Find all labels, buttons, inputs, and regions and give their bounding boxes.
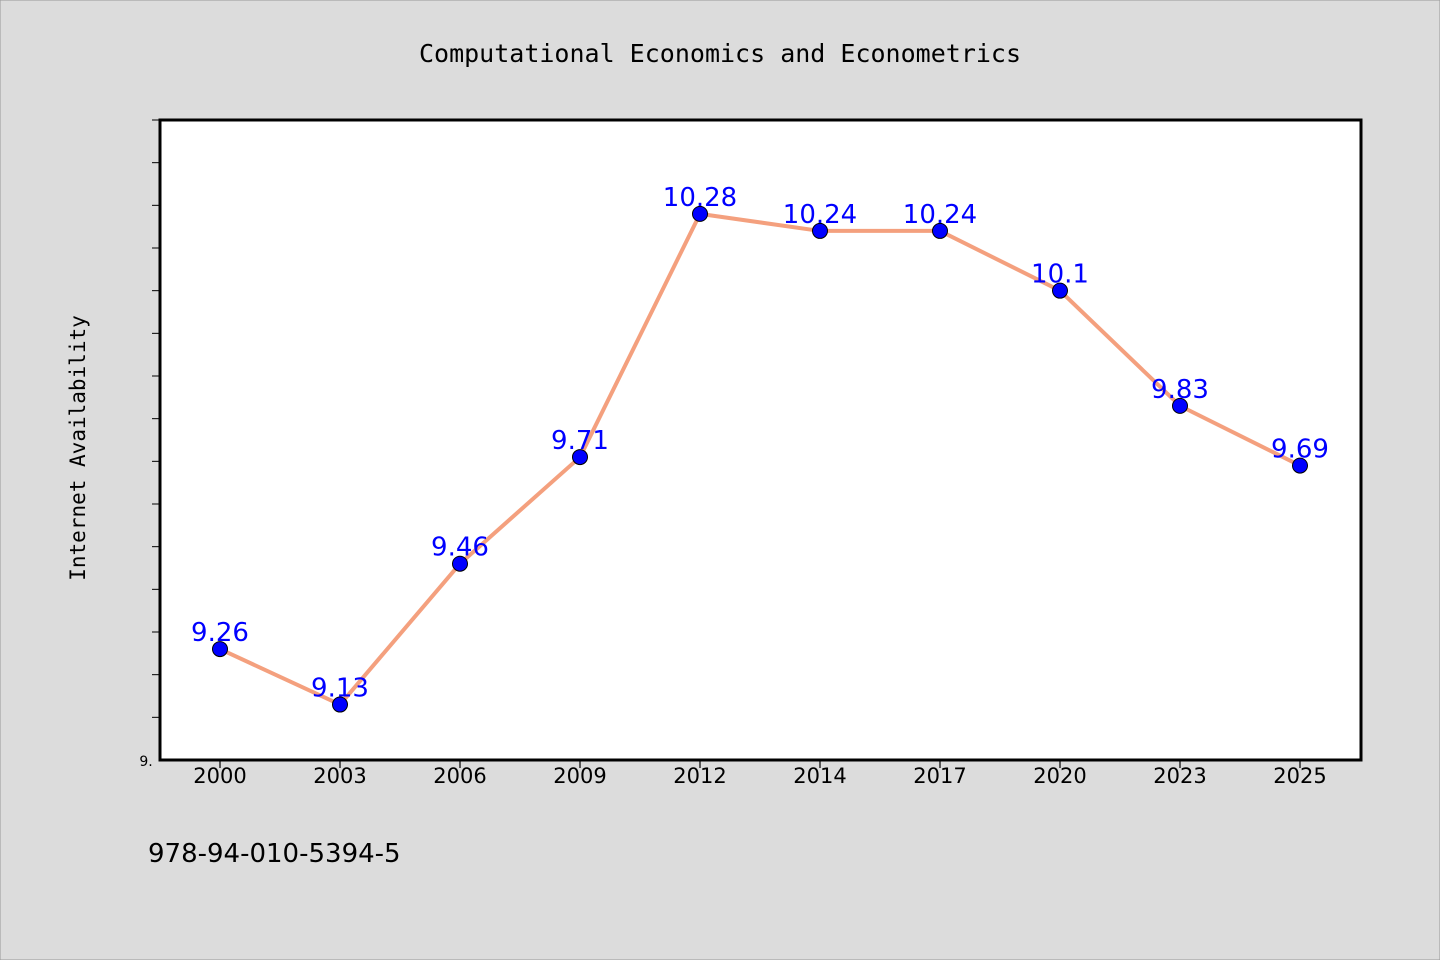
- plot-area: [160, 120, 1361, 760]
- data-point: [452, 555, 468, 572]
- data-point: [212, 641, 228, 658]
- data-point: [1292, 457, 1308, 474]
- y-tick-label: 9.: [139, 754, 152, 770]
- data-labels: 9.26 9.13 9.46 9.71 10.28 10.24 10.24 10.1 9.83 9…: [191, 183, 1329, 704]
- y-axis-label: Internet Availability: [66, 315, 90, 581]
- data-point: [1052, 282, 1068, 299]
- x-tick-label: 2020: [1033, 764, 1086, 788]
- x-tick-label: 2023: [1153, 764, 1206, 788]
- data-label: 9.71: [551, 426, 609, 456]
- x-tick-label: 2017: [913, 764, 966, 788]
- x-tick-label: 2003: [313, 764, 366, 788]
- data-label: 9.69: [1271, 435, 1329, 465]
- chart-title: Computational Economics and Econometrics: [419, 39, 1021, 68]
- data-label: 9.46: [431, 533, 489, 563]
- x-tick-label: 2009: [553, 764, 606, 788]
- data-point: [692, 205, 708, 222]
- x-axis-ticks: 2000 2003 2006 2009 2012 2014 2017 2020 2023 2025: [193, 760, 1327, 788]
- data-point: [932, 222, 948, 239]
- plot-frame: [158, 118, 1363, 762]
- data-points: [212, 205, 1308, 713]
- data-label: 9.13: [311, 674, 369, 704]
- series-line-group: [218, 211, 1302, 707]
- isbn-text: 978-94-010-5394-5: [148, 839, 401, 869]
- x-tick-label: 2012: [673, 764, 726, 788]
- data-label: 10.1: [1031, 260, 1089, 290]
- data-point: [572, 449, 588, 466]
- x-tick-label: 2025: [1273, 764, 1326, 788]
- data-label: 9.83: [1151, 375, 1209, 405]
- data-label: 10.24: [903, 200, 977, 230]
- x-tick-label: 2014: [793, 764, 846, 788]
- data-point: [812, 222, 828, 239]
- x-tick-label: 2006: [433, 764, 486, 788]
- data-point: [1172, 397, 1188, 414]
- data-point: [332, 696, 348, 713]
- series-line: [218, 211, 1302, 707]
- x-tick-label: 2000: [193, 764, 246, 788]
- data-label: 10.24: [783, 200, 857, 230]
- data-label: 10.28: [663, 183, 737, 213]
- data-label: 9.26: [191, 618, 249, 648]
